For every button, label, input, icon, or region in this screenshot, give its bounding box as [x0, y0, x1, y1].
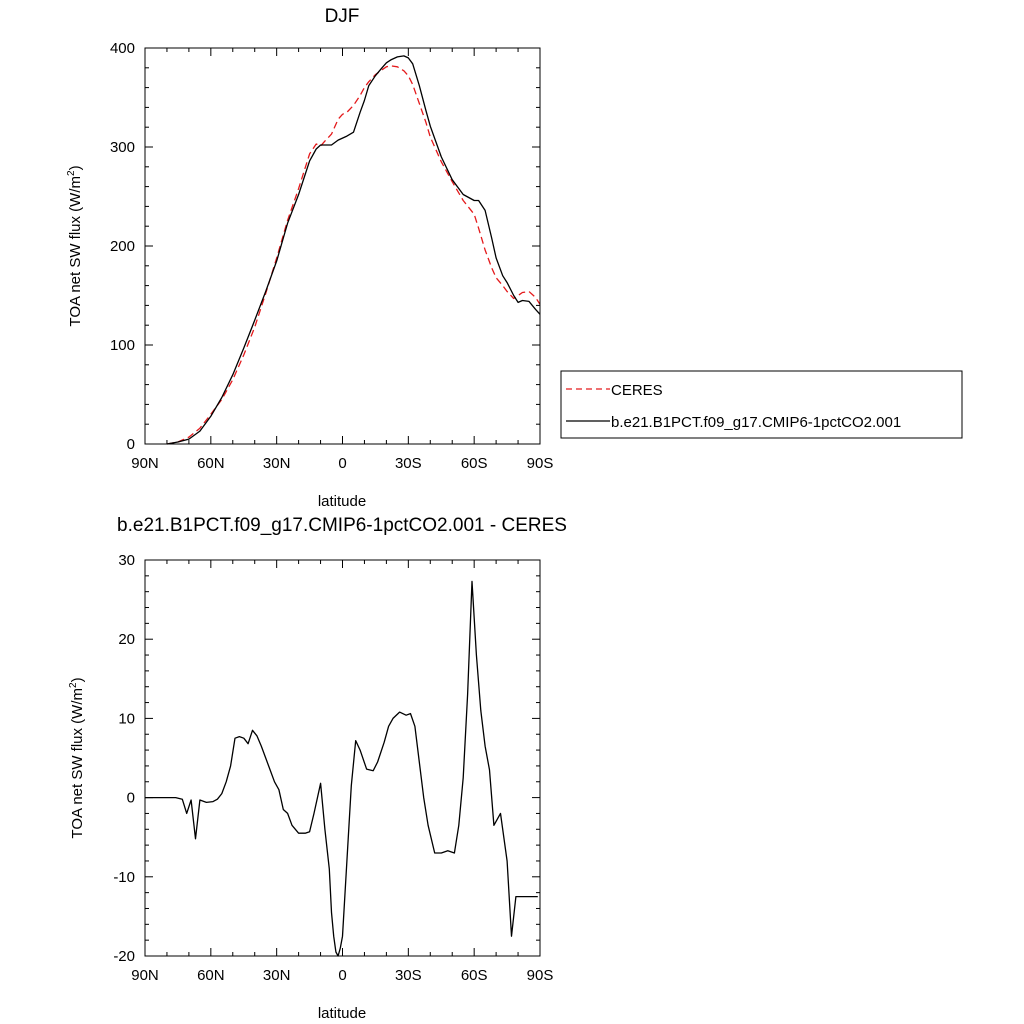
bottom-x-tick-label: 90S [527, 967, 554, 984]
legend: CERES b.e21.B1PCT.f09_g17.CMIP6-1pctCO2.… [560, 370, 963, 439]
bottom-plot-frame [144, 559, 541, 957]
top-x-tick-label: 0 [338, 455, 346, 472]
top-y-axis-label: TOA net SW flux (W/m2) [66, 165, 84, 326]
bottom-y-tick-label: 0 [127, 790, 135, 807]
bottom-x-tick-label: 30N [263, 967, 291, 984]
legend-box [560, 370, 963, 439]
bottom-y-tick-label: -10 [113, 869, 135, 886]
bottom-x-tick-label: 60N [197, 967, 225, 984]
top-chart-title: DJF [325, 6, 360, 27]
top-ceres-series-line [166, 65, 541, 445]
bottom-x-axis-label: latitude [318, 1005, 366, 1022]
bottom-chart: b.e21.B1PCT.f09_g17.CMIP6-1pctCO2.001 - … [68, 515, 567, 1022]
bottom-x-tick-label: 0 [338, 967, 346, 984]
top-plot-frame [144, 47, 541, 445]
top-model-series-line [166, 55, 541, 445]
top-x-axis-label: latitude [318, 493, 366, 510]
bottom-y-tick-label: 10 [118, 710, 135, 727]
bottom-x-tick-label: 90N [131, 967, 159, 984]
bottom-x-tick-label: 60S [461, 967, 488, 984]
bottom-difference-series-line [145, 580, 538, 957]
top-y-tick-label: 100 [110, 337, 135, 354]
bottom-y-axis-label: TOA net SW flux (W/m2) [68, 677, 86, 838]
top-y-tick-label: 300 [110, 139, 135, 156]
top-y-tick-label: 400 [110, 40, 135, 57]
top-x-tick-label: 90N [131, 455, 159, 472]
bottom-y-tick-label: -20 [113, 948, 135, 965]
bottom-y-tick-label: 30 [118, 552, 135, 569]
top-x-tick-label: 60S [461, 455, 488, 472]
top-y-tick-label: 200 [110, 238, 135, 255]
top-x-tick-label: 90S [527, 455, 554, 472]
legend-ceres-label: CERES [611, 382, 663, 399]
top-x-tick-label: 30S [395, 455, 422, 472]
bottom-y-tick-label: 20 [118, 631, 135, 648]
legend-model-label: b.e21.B1PCT.f09_g17.CMIP6-1pctCO2.001 [611, 414, 901, 431]
top-x-tick-label: 30N [263, 455, 291, 472]
top-x-tick-label: 60N [197, 455, 225, 472]
bottom-chart-title: b.e21.B1PCT.f09_g17.CMIP6-1pctCO2.001 - … [117, 515, 567, 536]
top-y-tick-label: 0 [127, 436, 135, 453]
top-chart: DJF 90N 60N 30N 0 30S 60S 90S 0 100 200 300 400 lat… [66, 6, 963, 510]
bottom-x-tick-label: 30S [395, 967, 422, 984]
